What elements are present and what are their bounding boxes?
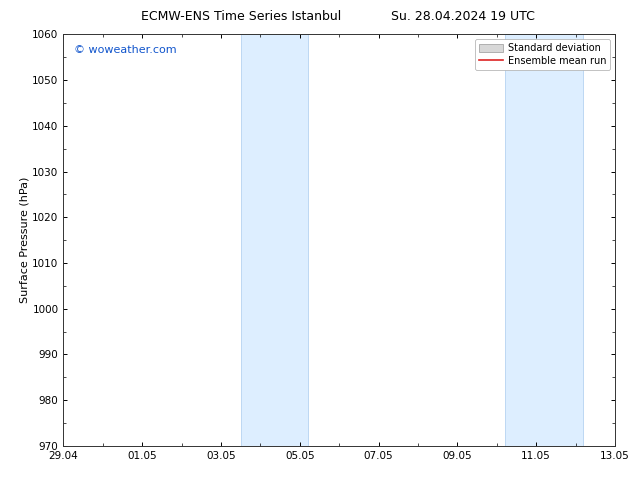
Text: © woweather.com: © woweather.com <box>74 45 177 54</box>
Bar <box>505 34 583 446</box>
Y-axis label: Surface Pressure (hPa): Surface Pressure (hPa) <box>20 177 30 303</box>
Bar <box>241 34 307 446</box>
Text: ECMW-ENS Time Series Istanbul: ECMW-ENS Time Series Istanbul <box>141 10 341 23</box>
Text: Su. 28.04.2024 19 UTC: Su. 28.04.2024 19 UTC <box>391 10 534 23</box>
Legend: Standard deviation, Ensemble mean run: Standard deviation, Ensemble mean run <box>475 39 610 70</box>
